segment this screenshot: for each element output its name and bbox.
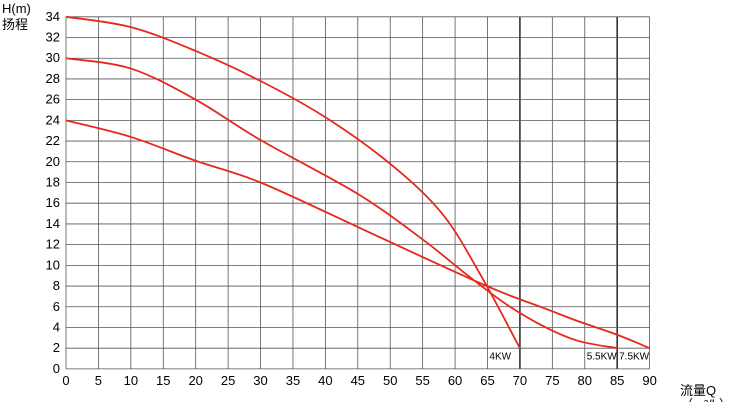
svg-text:18: 18: [46, 174, 60, 189]
svg-text:34: 34: [46, 9, 60, 24]
svg-text:8: 8: [53, 278, 60, 293]
svg-text:65: 65: [480, 373, 494, 388]
svg-text:4: 4: [53, 319, 60, 334]
svg-text:55: 55: [415, 373, 429, 388]
svg-text:22: 22: [46, 133, 60, 148]
svg-text:15: 15: [156, 373, 170, 388]
svg-text:10: 10: [46, 257, 60, 272]
svg-text:24: 24: [46, 112, 60, 127]
svg-text:25: 25: [221, 373, 235, 388]
svg-text:80: 80: [578, 373, 592, 388]
svg-text:5.5KW: 5.5KW: [587, 352, 618, 363]
svg-text:85: 85: [610, 373, 624, 388]
svg-text:32: 32: [46, 30, 60, 45]
svg-text:90: 90: [642, 373, 656, 388]
svg-text:50: 50: [383, 373, 397, 388]
svg-text:0: 0: [62, 373, 69, 388]
svg-text:35: 35: [286, 373, 300, 388]
svg-text:5: 5: [95, 373, 102, 388]
svg-text:40: 40: [318, 373, 332, 388]
svg-text:7.5KW: 7.5KW: [619, 352, 650, 363]
svg-text:45: 45: [351, 373, 365, 388]
svg-text:0: 0: [53, 361, 60, 376]
svg-text:16: 16: [46, 195, 60, 210]
svg-text:28: 28: [46, 71, 60, 86]
svg-text:60: 60: [448, 373, 462, 388]
svg-text:75: 75: [545, 373, 559, 388]
svg-text:12: 12: [46, 237, 60, 252]
svg-text:20: 20: [46, 154, 60, 169]
svg-text:6: 6: [53, 299, 60, 314]
svg-text:2: 2: [53, 340, 60, 355]
svg-text:14: 14: [46, 216, 60, 231]
svg-text:4KW: 4KW: [489, 352, 511, 363]
svg-text:30: 30: [46, 50, 60, 65]
svg-text:10: 10: [124, 373, 138, 388]
svg-text:70: 70: [513, 373, 527, 388]
svg-text:20: 20: [188, 373, 202, 388]
svg-text:26: 26: [46, 92, 60, 107]
svg-text:30: 30: [253, 373, 267, 388]
